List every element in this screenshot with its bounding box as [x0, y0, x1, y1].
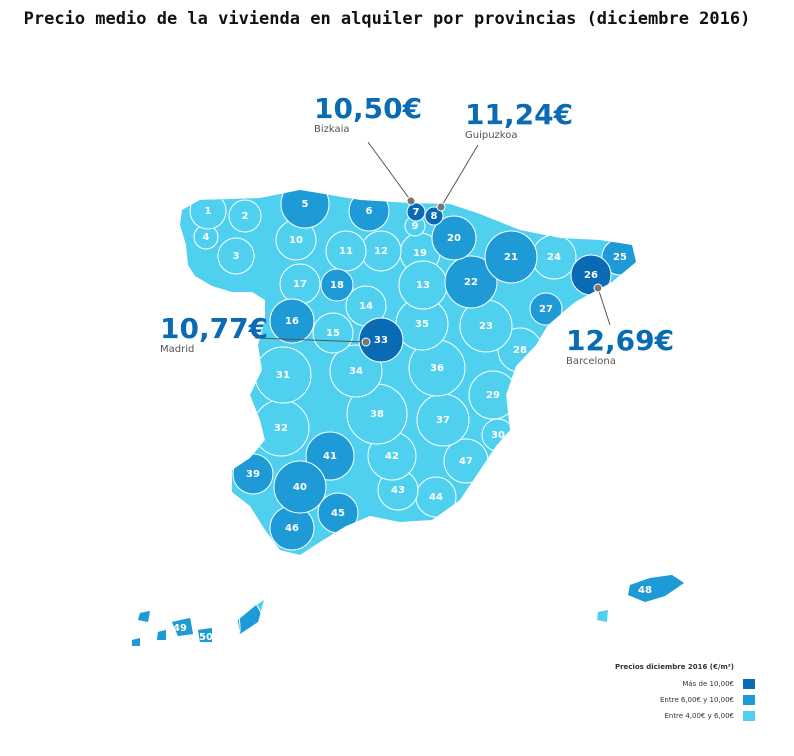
province [484, 230, 538, 284]
callout-dot [436, 202, 446, 212]
legend-swatch [743, 679, 755, 689]
province-number: 12 [374, 246, 388, 257]
callout-name: Bizkaia [314, 124, 350, 135]
province-number: 1 [205, 206, 212, 217]
callout-line [254, 337, 367, 343]
province-number: 25 [613, 252, 627, 263]
province-number: 44 [429, 492, 443, 503]
province-number: 19 [413, 248, 427, 259]
province-number: 8 [431, 211, 438, 222]
province-number: 48 [638, 585, 652, 596]
province-number: 36 [430, 363, 444, 374]
province-number: 5 [302, 199, 309, 210]
province-number: 49 [173, 623, 187, 634]
legend-swatch [743, 695, 755, 705]
province [320, 268, 354, 302]
province-number: 38 [370, 409, 384, 420]
callout-price: 10,77€ [160, 312, 268, 345]
province-number: 40 [293, 482, 307, 493]
province-number: 9 [412, 221, 419, 232]
province-number: 26 [584, 270, 598, 281]
province-number: 46 [285, 523, 299, 534]
province-number: 7 [413, 207, 420, 218]
province-number: 37 [436, 415, 450, 426]
legend-title: Precios diciembre 2016 (€/m²) [615, 663, 734, 671]
province [444, 255, 498, 309]
province-number: 4 [203, 232, 210, 243]
province-number: 45 [331, 508, 345, 519]
callout-price: 12,69€ [566, 324, 674, 357]
province-number: 11 [339, 246, 353, 257]
callout-line [440, 144, 479, 208]
province-number: 43 [391, 485, 405, 496]
callouts: 10,50€Bizkaia 11,24€Guipuzkoa 10,77€Madrid… [160, 92, 674, 367]
province [325, 230, 367, 272]
province-number: 15 [326, 328, 340, 339]
province-number: 33 [374, 335, 388, 346]
callout-price: 10,50€ [314, 92, 422, 125]
province-number: 27 [539, 304, 553, 315]
legend: Precios diciembre 2016 (€/m²) Más de 10,… [615, 663, 755, 721]
province-number: 16 [285, 316, 299, 327]
province-number: 31 [276, 370, 290, 381]
province-number: 28 [513, 345, 527, 356]
province-number: 34 [349, 366, 363, 377]
callout-line [597, 287, 611, 326]
callout-dot [593, 283, 603, 293]
province-number: 10 [289, 235, 303, 246]
province-number: 14 [359, 301, 373, 312]
callout-price: 11,24€ [465, 98, 573, 131]
province-number: 41 [323, 451, 337, 462]
province [358, 317, 404, 363]
callout-name: Guipuzkoa [465, 130, 517, 141]
province-number: 22 [464, 277, 478, 288]
callout-name: Madrid [160, 344, 194, 355]
province-number: 42 [385, 451, 399, 462]
province-number: 39 [246, 469, 260, 480]
province-number: 18 [330, 280, 344, 291]
callout-dot [406, 196, 416, 206]
province-number: 47 [459, 456, 473, 467]
province-number: 6 [366, 206, 373, 217]
province-number: 21 [504, 252, 518, 263]
province-number: 24 [547, 252, 561, 263]
province [228, 199, 262, 233]
callout-dot [361, 337, 371, 347]
title: Precio medio de la vivienda en alquiler … [24, 9, 751, 29]
province-number: 17 [293, 279, 307, 290]
province-number: 13 [416, 280, 430, 291]
province [269, 298, 315, 344]
province-number: 29 [486, 390, 500, 401]
legend-label: Entre 6,00€ y 10,00€ [660, 696, 734, 704]
legend-swatch [743, 711, 755, 721]
province [529, 292, 563, 326]
province [217, 237, 255, 275]
province-number: 32 [274, 423, 288, 434]
province-number: 20 [447, 233, 461, 244]
province [273, 460, 327, 514]
province-number: 2 [242, 211, 249, 222]
callout-line [367, 141, 412, 202]
legend-label: Entre 4,00€ y 6,00€ [664, 712, 734, 720]
callout-name: Barcelona [566, 356, 616, 367]
province [431, 215, 477, 261]
province-number: 50 [199, 632, 213, 643]
province-number: 23 [479, 321, 493, 332]
province [424, 206, 444, 226]
legend-label: Más de 10,00€ [682, 680, 734, 688]
province-number: 35 [415, 319, 429, 330]
province [312, 312, 354, 354]
province-number: 30 [491, 430, 505, 441]
province-number: 3 [233, 251, 240, 262]
